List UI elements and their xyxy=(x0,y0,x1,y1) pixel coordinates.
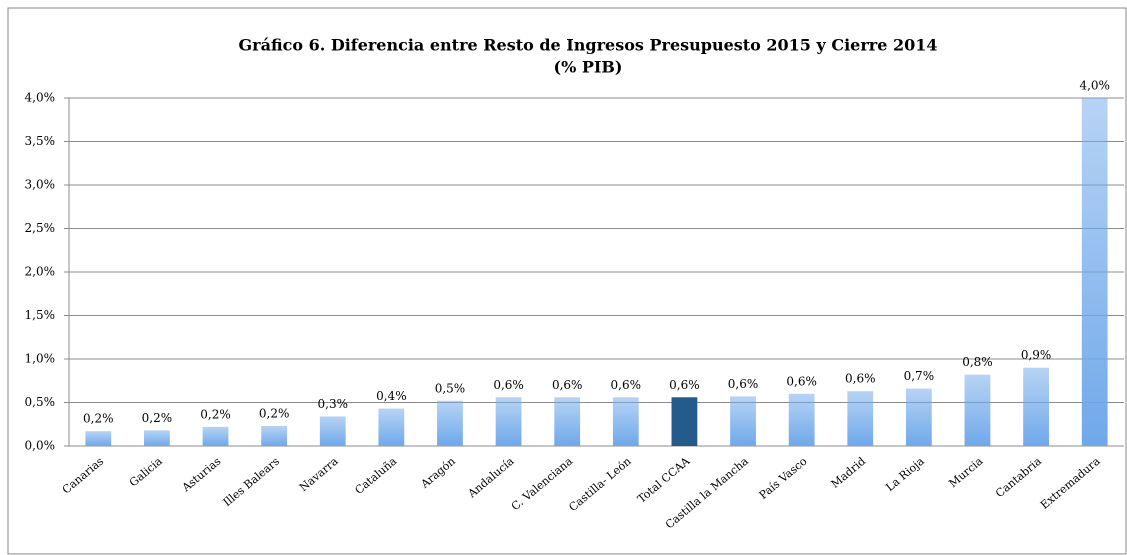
x-tick-label: Extremadura xyxy=(1038,454,1103,511)
data-label: 0,2% xyxy=(83,412,114,426)
bar xyxy=(847,391,874,446)
x-tick-label: Madrid xyxy=(829,455,869,491)
data-label: 0,6% xyxy=(786,374,817,388)
bar xyxy=(671,397,698,446)
x-tick-label: Asturias xyxy=(179,454,224,494)
y-tick-label: 1,5% xyxy=(25,308,56,322)
data-label: 0,2% xyxy=(259,406,290,420)
x-tick-label: Galicia xyxy=(127,454,165,489)
data-label: 0,4% xyxy=(376,389,407,403)
data-label: 0,7% xyxy=(904,369,935,383)
bar xyxy=(964,374,991,446)
x-tick-label: Murcia xyxy=(946,454,985,490)
data-label: 0,9% xyxy=(1021,348,1052,362)
x-tick-label: Illes Balears xyxy=(221,454,283,509)
data-label: 0,6% xyxy=(611,378,642,392)
data-label: 0,6% xyxy=(728,377,759,391)
data-label: 0,5% xyxy=(435,381,466,395)
y-tick-label: 0,0% xyxy=(25,439,56,453)
data-label: 0,2% xyxy=(200,407,231,421)
x-tick-label: La Rioja xyxy=(883,454,927,494)
bar xyxy=(378,408,405,446)
y-tick-label: 1,0% xyxy=(25,352,56,366)
data-label: 0,6% xyxy=(845,372,876,386)
data-label: 4,0% xyxy=(1079,79,1110,93)
bar xyxy=(144,430,170,446)
x-tick-label: Cantabria xyxy=(993,454,1044,500)
y-tick-label: 2,5% xyxy=(25,221,56,235)
x-tick-label: Cataluña xyxy=(352,454,399,497)
x-tick-label: Andalucía xyxy=(465,454,517,501)
x-tick-label: País Vasco xyxy=(757,454,810,502)
x-tick-label: Aragón xyxy=(418,455,458,492)
data-label: 0,3% xyxy=(318,397,349,411)
x-tick-label: Castilla- León xyxy=(566,455,633,514)
x-tick-label: Navarra xyxy=(297,454,341,494)
y-tick-label: 3,0% xyxy=(25,178,56,192)
bar xyxy=(1023,367,1049,446)
bar xyxy=(319,416,346,446)
y-tick-label: 3,5% xyxy=(25,134,56,148)
bar xyxy=(905,388,932,446)
data-label: 0,6% xyxy=(493,378,524,392)
data-label: 0,8% xyxy=(962,355,993,369)
bar xyxy=(554,397,581,446)
data-label: 0,2% xyxy=(142,411,173,425)
bar xyxy=(261,425,288,446)
bar xyxy=(788,393,815,446)
chart-title: Gráfico 6. Diferencia entre Resto de Ing… xyxy=(239,36,938,55)
bar xyxy=(85,431,112,446)
x-tick-label: Canarias xyxy=(60,454,107,496)
bar xyxy=(1081,98,1108,446)
bar xyxy=(612,397,639,446)
data-label: 0,6% xyxy=(669,378,700,392)
bar xyxy=(202,426,229,446)
bar xyxy=(437,400,463,446)
y-tick-label: 4,0% xyxy=(25,91,56,105)
y-tick-label: 2,0% xyxy=(25,265,56,279)
x-tick-label: Total CCAA xyxy=(635,454,693,506)
chart-border xyxy=(7,7,1127,555)
y-tick-label: 0,5% xyxy=(25,395,56,409)
bar xyxy=(730,396,756,446)
bar xyxy=(495,397,522,446)
chart-subtitle: (% PIB) xyxy=(554,58,623,77)
data-label: 0,6% xyxy=(552,378,583,392)
